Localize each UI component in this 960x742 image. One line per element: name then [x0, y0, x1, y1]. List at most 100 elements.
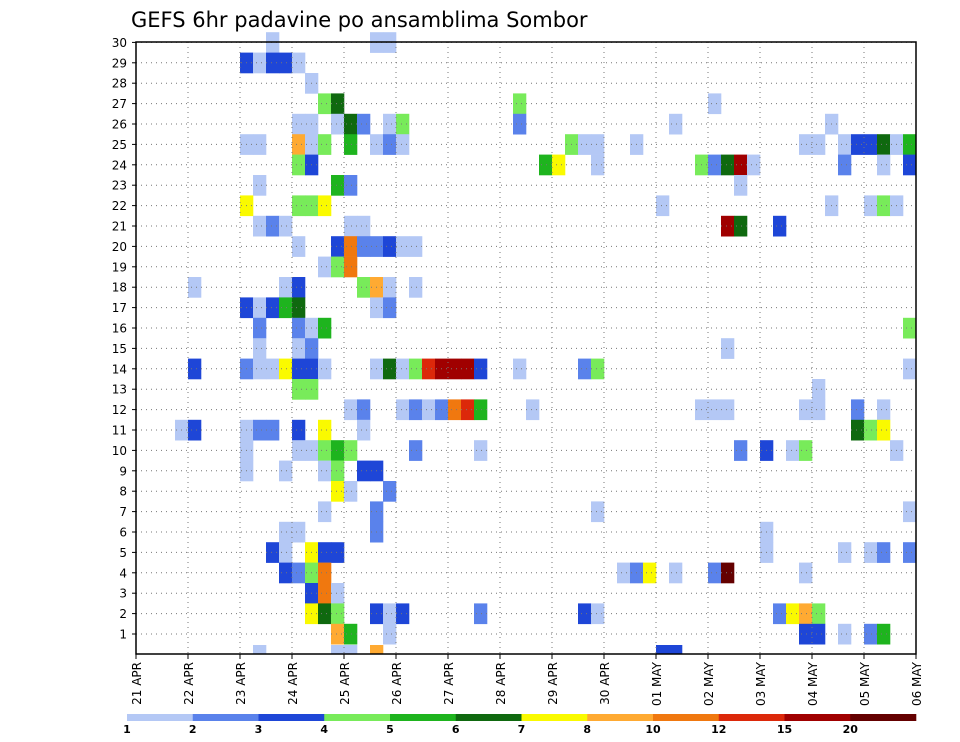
- heatmap-cell: [474, 358, 488, 380]
- legend-color-swatch: [718, 714, 785, 721]
- heatmap-cell: [734, 154, 748, 176]
- heatmap-cell: [383, 358, 397, 380]
- heatmap-cell: [383, 297, 397, 319]
- heatmap-cell: [396, 399, 410, 421]
- heatmap-cell: [422, 399, 436, 421]
- heatmap-cell: [591, 603, 605, 625]
- heatmap-cell: [292, 113, 306, 135]
- heatmap-cell: [188, 419, 202, 441]
- heatmap-cell: [266, 542, 280, 563]
- heatmap-cell: [331, 175, 345, 196]
- y-tick-label: 8: [119, 485, 127, 499]
- y-tick-label: 13: [112, 383, 127, 397]
- heatmap-cell: [578, 603, 592, 625]
- heatmap-cell: [734, 440, 748, 461]
- x-tick-label: 05 MAY: [858, 661, 872, 706]
- x-tick-label: 04 MAY: [806, 661, 820, 706]
- legend-label: 12: [711, 723, 726, 736]
- heatmap-cell: [331, 256, 345, 278]
- heatmap-cell: [253, 645, 267, 654]
- heatmap-cell: [253, 358, 267, 380]
- x-tick-label: 21 APR: [130, 662, 144, 705]
- heatmap-cell: [253, 175, 267, 196]
- heatmap-cell: [292, 134, 306, 155]
- x-tick-label: 26 APR: [390, 662, 404, 705]
- heatmap-cell: [292, 562, 306, 584]
- heatmap-cell: [812, 603, 826, 625]
- heatmap-cell: [357, 236, 371, 257]
- legend-color-swatch: [587, 714, 654, 721]
- heatmap-cell: [877, 399, 891, 421]
- heatmap-cell: [344, 645, 358, 654]
- heatmap-cell: [357, 399, 371, 421]
- heatmap-cell: [318, 562, 332, 584]
- y-tick-label: 5: [119, 546, 127, 560]
- heatmap-cell: [903, 317, 917, 339]
- legend-label: 2: [189, 723, 197, 736]
- heatmap-cell: [461, 399, 475, 421]
- heatmap-cell: [253, 297, 267, 319]
- heatmap-cell: [513, 93, 527, 115]
- heatmap-cell: [331, 93, 345, 115]
- heatmap-cell: [292, 358, 306, 380]
- heatmap-cell: [344, 399, 358, 421]
- heatmap-cell: [513, 113, 527, 135]
- y-tick-label: 24: [112, 158, 127, 172]
- legend-label: 3: [255, 723, 263, 736]
- x-tick-label: 06 MAY: [910, 661, 924, 706]
- x-tick-label: 30 APR: [598, 662, 612, 705]
- heatmap-cell: [279, 358, 293, 380]
- heatmap-cell: [344, 236, 358, 257]
- heatmap-cell: [266, 297, 280, 319]
- heatmap-cell: [253, 52, 267, 74]
- heatmap-cell: [318, 134, 332, 155]
- heatmap-cell: [812, 379, 826, 400]
- heatmap-cell: [409, 236, 423, 257]
- heatmap-cells: [175, 32, 917, 654]
- heatmap-cell: [669, 645, 683, 654]
- y-tick-label: 9: [119, 464, 127, 478]
- heatmap-cell: [331, 460, 345, 482]
- legend-color-swatch: [455, 714, 522, 721]
- heatmap-cell: [877, 419, 891, 441]
- heatmap-cell: [864, 134, 878, 155]
- y-tick-label: 1: [119, 628, 127, 642]
- heatmap-cell: [344, 215, 358, 237]
- heatmap-cell: [383, 623, 397, 645]
- x-tick-label: 01 MAY: [650, 661, 664, 706]
- heatmap-cell: [539, 154, 553, 176]
- heatmap-cell: [786, 603, 800, 625]
- legend-label: 7: [518, 723, 526, 736]
- y-tick-label: 22: [112, 199, 127, 213]
- heatmap-cell: [383, 481, 397, 502]
- legend-color-swatch: [390, 714, 457, 721]
- heatmap-cell: [617, 562, 631, 584]
- legend-color-swatch: [258, 714, 325, 721]
- heatmap-cell: [513, 358, 527, 380]
- heatmap-cell: [279, 542, 293, 563]
- legend-label: 10: [645, 723, 661, 736]
- heatmap-cell: [331, 481, 345, 502]
- heatmap-cell: [903, 542, 917, 563]
- heatmap-cell: [318, 460, 332, 482]
- heatmap-cell: [721, 338, 735, 359]
- heatmap-cell: [708, 93, 722, 115]
- heatmap-cell: [864, 542, 878, 563]
- y-tick-label: 25: [112, 138, 127, 152]
- heatmap-cell: [877, 623, 891, 645]
- heatmap-cell: [409, 440, 423, 461]
- grid-lines: [136, 41, 916, 654]
- heatmap-cell: [331, 623, 345, 645]
- legend-color-swatch: [653, 714, 720, 721]
- legend-color-swatch: [784, 714, 851, 721]
- heatmap-cell: [591, 134, 605, 155]
- heatmap-cell: [409, 399, 423, 421]
- heatmap-cell: [799, 399, 813, 421]
- y-tick-label: 4: [119, 566, 127, 580]
- x-tick-label: 27 APR: [442, 662, 456, 705]
- y-tick-label: 11: [112, 424, 127, 438]
- heatmap-cell: [877, 154, 891, 176]
- heatmap-cell: [331, 603, 345, 625]
- legend-color-swatch: [324, 714, 391, 721]
- heatmap-cell: [474, 440, 488, 461]
